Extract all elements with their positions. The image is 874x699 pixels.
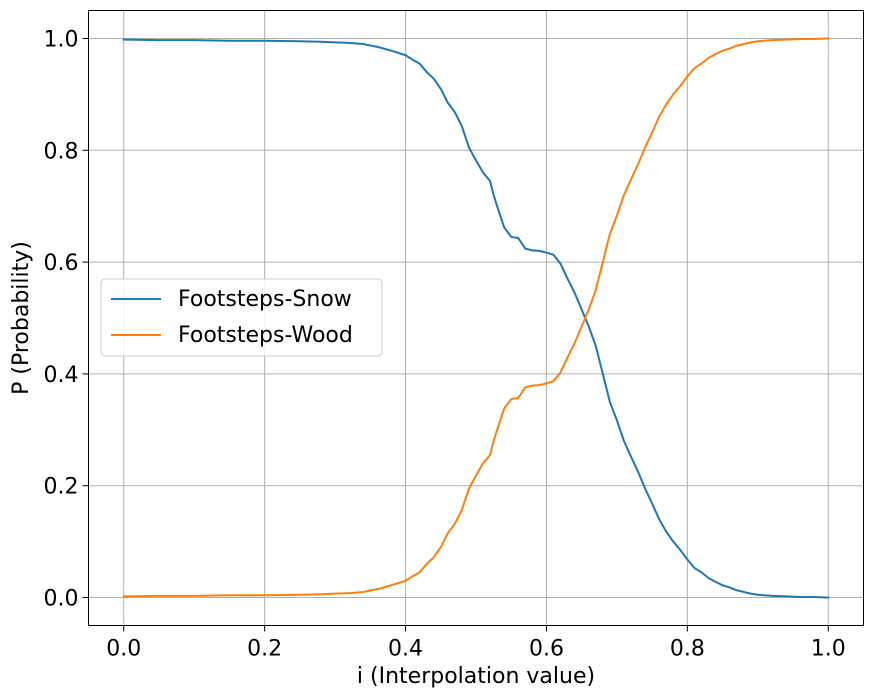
series-lines bbox=[122, 37, 830, 599]
y-tick-label: 0.2 bbox=[44, 475, 79, 500]
y-tick-label: 0.6 bbox=[44, 251, 79, 276]
plot-frame bbox=[88, 10, 864, 626]
x-tick-label: 0.6 bbox=[529, 637, 564, 662]
legend: Footsteps-Snow Footsteps-Wood bbox=[100, 278, 383, 357]
y-tick-label: 0.4 bbox=[44, 363, 79, 388]
legend-box bbox=[100, 278, 383, 357]
x-tick-label: 0.4 bbox=[388, 637, 423, 662]
legend-label-footsteps-snow: Footsteps-Snow bbox=[178, 287, 352, 312]
x-tick-label: 0.0 bbox=[106, 637, 141, 662]
legend-label-footsteps-wood: Footsteps-Wood bbox=[178, 323, 353, 348]
y-tick-label: 1.0 bbox=[44, 27, 79, 52]
x-axis-label: i (Interpolation value) bbox=[357, 664, 595, 689]
axis-ticks: 0.0 0.2 0.4 0.6 0.8 1.0 0.0 0.2 0.4 0.6 0.8 1.0 bbox=[44, 27, 846, 661]
x-tick-label: 0.2 bbox=[247, 637, 282, 662]
y-tick-label: 0.0 bbox=[44, 587, 79, 612]
series-line-footsteps-wood bbox=[122, 37, 830, 598]
series-line-footsteps-snow bbox=[122, 38, 830, 599]
x-tick-label: 1.0 bbox=[811, 637, 846, 662]
y-axis-label: P (Probability) bbox=[9, 241, 34, 395]
x-tick-label: 0.8 bbox=[670, 637, 705, 662]
y-tick-label: 0.8 bbox=[44, 139, 79, 164]
